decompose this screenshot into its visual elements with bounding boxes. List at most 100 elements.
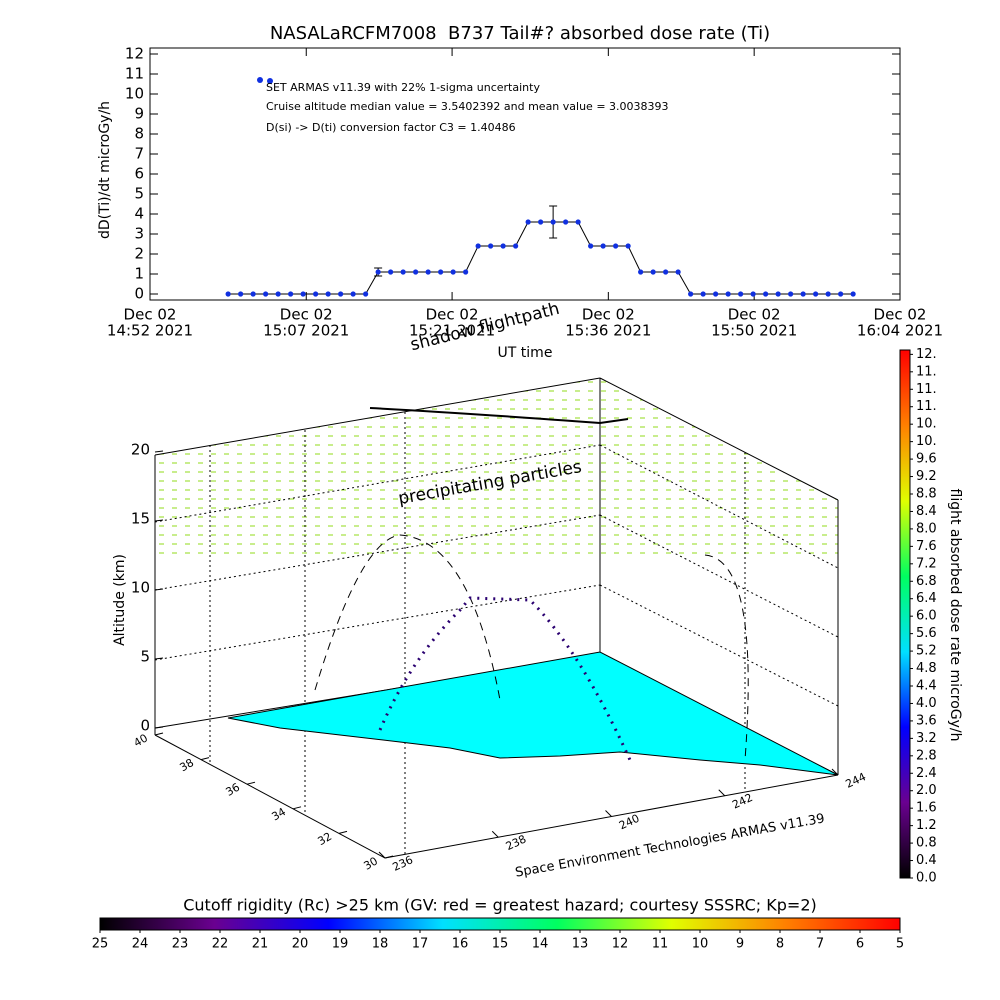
z-tick — [154, 450, 164, 453]
colorbar-tick-label: 23 — [172, 937, 189, 952]
x-tick-label: Dec 02 — [874, 306, 927, 324]
data-point — [300, 291, 306, 297]
colorbar-tick-label: 12 — [612, 937, 629, 952]
data-point — [375, 269, 381, 275]
colorbar-tick-label: 6.8 — [916, 574, 937, 589]
data-point — [750, 291, 756, 297]
y-tick-label: 36 — [223, 781, 242, 799]
colorbar-tick-label: 24 — [132, 937, 149, 952]
data-point — [388, 269, 394, 275]
x-tick-label: 15:50 2021 — [711, 322, 797, 340]
data-point — [438, 269, 444, 275]
data-point — [600, 243, 606, 249]
colorbar-tick-label: 17 — [412, 937, 429, 952]
y-tick — [246, 781, 256, 785]
colorbar-tick-label: 22 — [212, 937, 229, 952]
data-point — [500, 243, 506, 249]
colorbar-tick-label: 6.4 — [916, 591, 937, 606]
colorbar — [99, 917, 901, 931]
y-tick-label: 30 — [361, 854, 380, 872]
title: NASALaRCFM7008 B737 Tail#? absorbed dose… — [270, 23, 770, 44]
colorbar-tick-label: 9.6 — [916, 452, 937, 467]
colorbar-tick-label: 8.4 — [916, 504, 937, 519]
data-point — [838, 291, 844, 297]
colorbar-tick-label: 10 — [692, 937, 709, 952]
colorbar-tick-label: 11. — [916, 399, 937, 414]
colorbar-tick-label: 5.6 — [916, 626, 937, 641]
data-point — [363, 291, 369, 297]
colorbar-tick-label: 13 — [572, 937, 589, 952]
colorbar-tick-label: 4.0 — [916, 696, 937, 711]
colorbar-tick-label: 4.4 — [916, 679, 937, 694]
data-point — [263, 291, 269, 297]
colorbar-tick-label: 14 — [532, 937, 549, 952]
data-point — [338, 291, 344, 297]
data-point — [813, 291, 819, 297]
data-point — [538, 219, 544, 225]
data-point — [575, 219, 581, 225]
z-tick-label: 5 — [140, 648, 150, 666]
data-point — [613, 243, 619, 249]
x-tick-label: Dec 02 — [124, 306, 177, 324]
data-point — [775, 291, 781, 297]
z-tick — [154, 657, 164, 660]
x-tick — [378, 851, 386, 859]
data-point — [413, 269, 419, 275]
data-point — [713, 291, 719, 297]
x-axis-label: UT time — [498, 345, 553, 361]
data-point — [313, 291, 319, 297]
data-point — [825, 291, 831, 297]
y-axis-label: dD(Ti)/dt microGy/h — [97, 101, 113, 239]
colorbar-tick-label: 21 — [252, 937, 269, 952]
data-point — [738, 291, 744, 297]
data-point — [275, 291, 281, 297]
data-point — [525, 219, 531, 225]
z-tick-label: 10 — [131, 579, 150, 597]
colorbar-tick-label: 12. — [916, 347, 937, 362]
series-line — [228, 221, 854, 295]
y-tick-label: 9 — [134, 105, 144, 123]
shadow-curve — [704, 554, 749, 761]
data-point — [288, 291, 294, 297]
colorbar-tick-label: 10. — [916, 417, 937, 432]
y-tick — [384, 855, 394, 859]
colorbar-tick-label: 6 — [856, 937, 864, 952]
data-point — [788, 291, 794, 297]
colorbar-tick-label: 2.4 — [916, 766, 937, 781]
colorbar-tick-label: 10. — [916, 434, 937, 449]
z-axis-label: Altitude (km) — [112, 554, 128, 646]
y-tick-label: 40 — [131, 731, 150, 749]
x-tick-label: 15:07 2021 — [263, 322, 349, 340]
y-tick — [292, 806, 302, 810]
x-tick — [491, 830, 499, 838]
data-point — [588, 243, 594, 249]
y-tick-label: 1 — [134, 265, 144, 283]
colorbar-tick-label: 3.6 — [916, 713, 937, 728]
y-tick — [154, 732, 164, 736]
colorbar-tick-label: 4.8 — [916, 661, 937, 676]
data-point — [650, 269, 656, 275]
x-tick-label: 15:21 2021 — [409, 322, 495, 340]
colorbar-tick-label: 8.8 — [916, 487, 937, 502]
annotation: Cruise altitude median value = 3.5402392… — [266, 100, 669, 113]
annotation: D(si) -> D(ti) conversion factor C3 = 1.… — [266, 121, 516, 134]
colorbar-tick-label: 7 — [816, 937, 824, 952]
data-point — [725, 291, 731, 297]
data-point — [250, 291, 256, 297]
colorbar-tick-label: 5 — [896, 937, 904, 952]
colorbar-tick-label: 11 — [652, 937, 669, 952]
colorbar-tick-label: 11. — [916, 382, 937, 397]
data-point — [475, 243, 481, 249]
colorbar-tick-label: 8 — [776, 937, 784, 952]
colorbar-tick-label: 25 — [92, 937, 109, 952]
box-edge — [154, 377, 601, 456]
colorbar-tick-label: 20 — [292, 937, 309, 952]
colorbar-tick-label: 9 — [736, 937, 744, 952]
colorbar-tick-label: 1.6 — [916, 801, 937, 816]
x-tick — [605, 810, 612, 817]
x-tick-label: Dec 02 — [426, 306, 479, 324]
colorbar-tick-label: 1.2 — [916, 818, 937, 833]
y-tick — [200, 757, 210, 761]
colorbar-tick-label: 15 — [492, 937, 509, 952]
